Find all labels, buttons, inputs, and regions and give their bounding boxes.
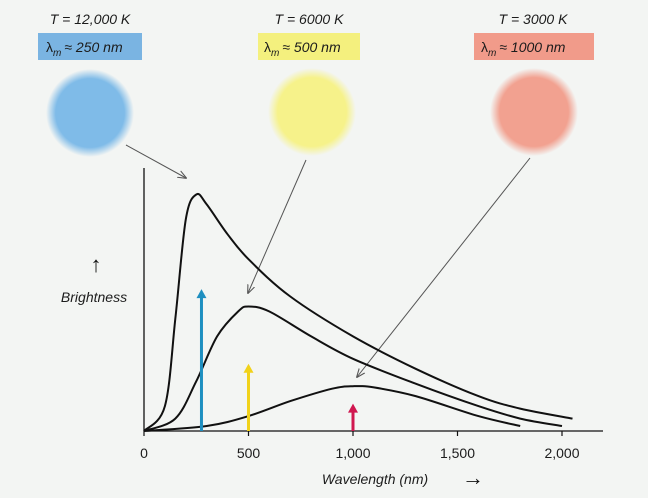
peak-arrow-head <box>243 363 254 373</box>
y-axis-arrow-icon: ↑ <box>91 252 102 277</box>
star-disk-cool <box>490 68 578 156</box>
star-hot: T = 12,000 K λm ≈ 250 nm <box>38 11 142 157</box>
temperature-label-cool: T = 3000 K <box>499 11 569 27</box>
peak-arrow-head <box>196 289 207 299</box>
x-tick-label: 0 <box>140 445 148 461</box>
x-tick-label: 2,000 <box>544 445 579 461</box>
star-disk-hot <box>46 69 134 157</box>
temperature-label-hot: T = 12,000 K <box>50 11 131 27</box>
x-axis-label: Wavelength (nm) <box>322 471 428 487</box>
peak-markers <box>196 289 358 431</box>
peak-box-medium <box>258 33 360 60</box>
peak-label-cool: λm ≈ 1000 nm <box>481 39 566 59</box>
pointer-line-cool <box>357 157 531 377</box>
curve-6000k <box>143 305 563 432</box>
temperature-label-medium: T = 6000 K <box>275 11 345 27</box>
star-medium: T = 6000 K λm ≈ 500 nm <box>258 11 360 156</box>
peak-box-hot <box>38 33 142 60</box>
pointer-line-medium <box>248 159 307 293</box>
x-axis-arrow-icon: → <box>462 465 484 490</box>
curve-3000k <box>143 385 521 432</box>
peak-label-medium: λm ≈ 500 nm <box>264 39 341 59</box>
x-ticks: 0 500 1,000 1,500 2,000 <box>140 431 580 461</box>
peak-arrow-head <box>348 403 358 413</box>
x-tick-label: 1,500 <box>440 445 475 461</box>
peak-label-hot: λm ≈ 250 nm <box>46 39 123 59</box>
peak-arrow-yellow <box>243 363 254 431</box>
x-tick-label: 1,000 <box>335 445 370 461</box>
y-axis-label: Brightness <box>61 289 127 305</box>
pointer-line-hot <box>125 144 186 178</box>
star-cool: T = 3000 K λm ≈ 1000 nm <box>474 11 594 156</box>
curves <box>143 192 573 432</box>
peak-arrow-blue <box>196 289 207 431</box>
star-disk-medium <box>268 68 356 156</box>
peak-box-cool <box>474 33 594 60</box>
curve-12000k <box>143 192 573 432</box>
peak-arrow-red <box>348 403 358 431</box>
x-tick-label: 500 <box>237 445 261 461</box>
